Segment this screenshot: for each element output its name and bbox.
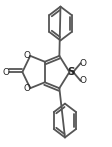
- Text: O: O: [3, 67, 10, 77]
- Text: O: O: [79, 59, 86, 68]
- Text: O: O: [79, 76, 86, 85]
- Text: O: O: [24, 84, 31, 93]
- Text: O: O: [24, 51, 31, 60]
- Text: S: S: [67, 67, 75, 77]
